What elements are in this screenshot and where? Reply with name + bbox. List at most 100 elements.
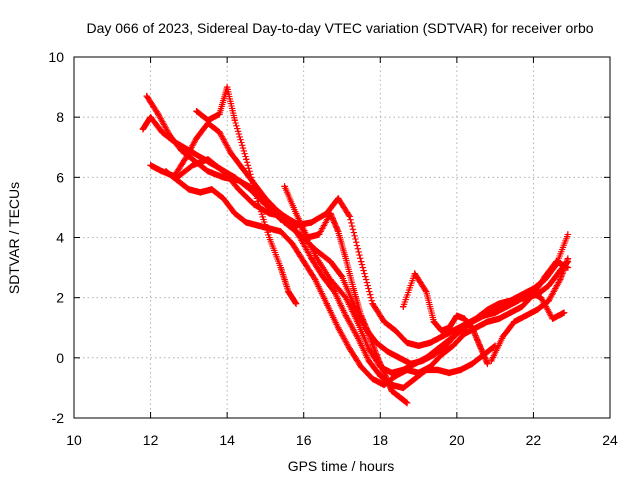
data-point	[564, 231, 572, 238]
data-point	[281, 219, 288, 226]
data-point	[223, 83, 231, 91]
data-point	[139, 126, 147, 133]
data-point	[208, 186, 216, 193]
x-tick-label: 24	[602, 432, 618, 448]
data-point	[545, 297, 552, 304]
data-point	[300, 258, 307, 265]
data-point	[411, 360, 418, 368]
y-tick-label: 8	[56, 109, 64, 125]
data-point	[365, 357, 372, 365]
data-point	[266, 234, 273, 241]
data-point	[438, 327, 445, 334]
data-point	[426, 339, 434, 346]
data-point	[549, 315, 556, 322]
data-point	[334, 324, 342, 331]
data-point	[537, 294, 545, 301]
data-point	[354, 333, 361, 340]
data-point	[438, 333, 445, 340]
data-point	[181, 156, 189, 163]
data-point	[346, 345, 353, 353]
data-point	[289, 240, 296, 247]
data-point	[342, 255, 350, 262]
data-point	[357, 363, 365, 371]
data-point	[434, 366, 441, 374]
data-point	[388, 387, 395, 395]
data-point	[392, 372, 399, 380]
x-tick-label: 22	[526, 432, 542, 448]
x-tick-label: 18	[372, 432, 388, 448]
data-point	[147, 162, 154, 169]
data-point	[461, 315, 468, 322]
data-point	[461, 330, 468, 337]
data-point	[273, 207, 281, 214]
data-point	[254, 198, 261, 205]
data-point	[530, 291, 537, 298]
data-point	[438, 351, 445, 359]
data-point	[468, 360, 476, 368]
data-point	[346, 213, 353, 220]
data-point	[396, 393, 403, 401]
x-axis-label: GPS time / hours	[288, 458, 395, 474]
data-point	[449, 327, 457, 334]
x-tick-label: 14	[219, 432, 235, 448]
data-point	[514, 297, 522, 304]
data-point	[308, 219, 315, 226]
data-point	[434, 345, 441, 353]
data-point	[266, 210, 273, 217]
data-point	[400, 384, 407, 392]
data-point	[231, 210, 238, 217]
data-point	[227, 150, 235, 157]
data-point	[396, 354, 403, 362]
data-point	[468, 324, 476, 331]
series-track-9	[488, 255, 572, 365]
data-point	[331, 288, 338, 295]
data-point	[312, 252, 319, 259]
data-point	[564, 255, 572, 262]
data-point	[285, 288, 292, 295]
data-point	[518, 303, 526, 310]
data-point	[553, 258, 560, 265]
data-point	[292, 300, 300, 307]
data-point	[560, 309, 568, 316]
y-tick-label: 6	[56, 169, 64, 185]
data-point	[476, 342, 484, 349]
y-axis-ticks: -2 0 2 4 6 8 10	[48, 49, 610, 426]
data-point	[380, 369, 388, 377]
data-point	[392, 327, 399, 334]
data-point	[369, 375, 376, 383]
data-point	[204, 156, 212, 163]
data-point	[162, 168, 170, 175]
data-point	[446, 324, 453, 331]
data-point	[354, 318, 361, 325]
data-point	[342, 294, 350, 301]
data-point	[457, 366, 464, 374]
data-point	[400, 303, 407, 310]
data-point	[411, 270, 418, 277]
data-point	[484, 318, 491, 325]
data-point	[338, 273, 346, 280]
data-point	[235, 177, 242, 184]
data-point	[231, 116, 238, 124]
data-point	[158, 129, 166, 136]
data-point	[319, 273, 327, 280]
data-point	[423, 366, 430, 374]
data-point	[415, 342, 422, 349]
data-point	[334, 195, 342, 202]
data-point	[216, 110, 223, 118]
data-point	[495, 315, 503, 322]
series-track-8	[400, 270, 491, 368]
data-point	[220, 195, 227, 202]
data-point	[277, 264, 284, 271]
y-tick-label: 0	[56, 350, 64, 366]
data-point	[174, 177, 181, 184]
data-point	[197, 189, 204, 196]
data-point	[511, 318, 518, 325]
data-point	[499, 333, 506, 340]
data-point	[170, 174, 177, 181]
data-point	[534, 306, 541, 313]
x-axis-ticks: 10 12 14 16 18 20 22 24	[66, 57, 618, 448]
data-point	[281, 183, 288, 190]
data-point	[369, 300, 376, 307]
x-tick-label: 16	[296, 432, 312, 448]
data-point	[277, 228, 284, 235]
